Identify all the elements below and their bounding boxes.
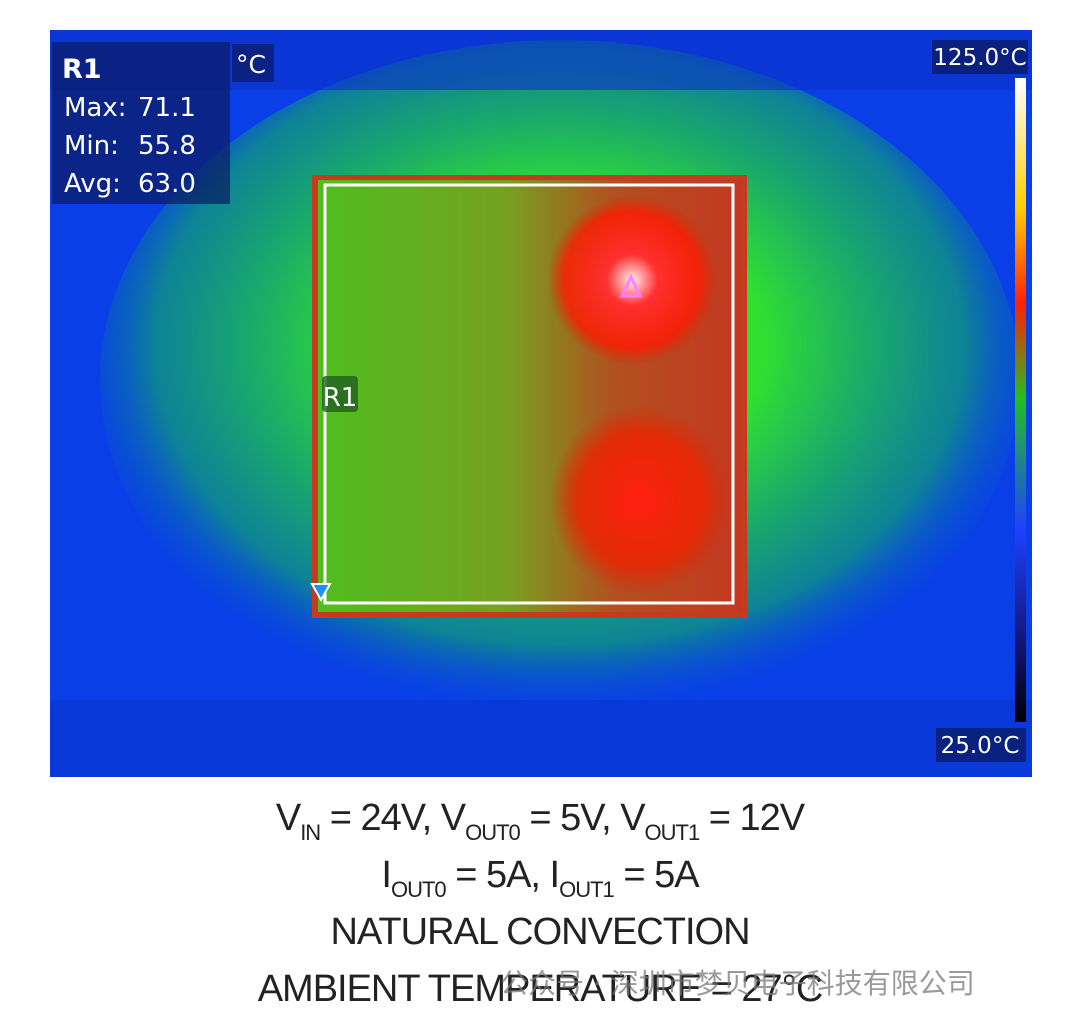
box-label-bg bbox=[322, 376, 358, 412]
caption-text: V bbox=[275, 797, 301, 839]
stat-label: Max: bbox=[64, 93, 127, 123]
caption-text: = 5V, V bbox=[519, 797, 645, 839]
stats-panel bbox=[52, 42, 230, 204]
stat-value: 71.1 bbox=[138, 93, 196, 123]
scale-max: 125.0°C bbox=[933, 45, 1026, 71]
box-label: R1 bbox=[323, 383, 358, 413]
caption-text: = 5A bbox=[613, 854, 699, 896]
caption-line: VIN = 24V, VOUT0 = 5V, VOUT1 = 12V bbox=[0, 790, 1080, 847]
scale-min: 25.0°C bbox=[941, 733, 1020, 759]
caption-text: = 5A, I bbox=[445, 854, 560, 896]
min-marker bbox=[310, 583, 332, 603]
hot-spot bbox=[550, 405, 730, 595]
subscript: OUT0 bbox=[465, 820, 521, 845]
region-name: R1 bbox=[62, 54, 102, 85]
color-scale bbox=[1015, 78, 1026, 722]
subscript: OUT1 bbox=[559, 877, 615, 902]
scale-min-bg bbox=[936, 728, 1026, 762]
caption-line: AMBIENT TEMPERATURE = 27°C bbox=[0, 961, 1080, 1018]
max-marker bbox=[619, 273, 643, 298]
stat-label: Min: bbox=[64, 131, 119, 161]
scale-max-bg bbox=[932, 40, 1028, 74]
edge bbox=[50, 700, 1032, 777]
stats: Max: 71.1 Min: 55.8 Avg: 63.0 bbox=[64, 93, 196, 199]
caption-text: AMBIENT TEMPERATURE = 27°C bbox=[257, 968, 824, 1010]
caption-text: = 12V bbox=[699, 797, 805, 839]
stat-value: 55.8 bbox=[138, 131, 196, 161]
unit-bg bbox=[232, 44, 274, 82]
subscript: IN bbox=[300, 820, 321, 845]
caption-text: I bbox=[381, 854, 392, 896]
caption-text: = 24V, V bbox=[320, 797, 466, 839]
caption-text: NATURAL CONVECTION bbox=[330, 911, 750, 953]
watermark: 公众号 · 深圳市梦贝电子科技有限公司 bbox=[500, 967, 975, 1000]
stat-value: 63.0 bbox=[138, 169, 196, 199]
caption-line: IOUT0 = 5A, IOUT1 = 5A bbox=[0, 847, 1080, 904]
caption: VIN = 24V, VOUT0 = 5V, VOUT1 = 12V IOUT0 … bbox=[0, 790, 1080, 1018]
unit: °C bbox=[236, 50, 266, 79]
stat-label: Avg: bbox=[64, 169, 121, 199]
thermal-image: R1 R1 Max: 71.1 Min: 55.8 Avg: 63.0 °C 125.0°… bbox=[50, 30, 1032, 777]
subscript: OUT0 bbox=[390, 877, 447, 902]
subscript: OUT1 bbox=[644, 820, 701, 845]
caption-line: NATURAL CONVECTION bbox=[0, 904, 1080, 961]
